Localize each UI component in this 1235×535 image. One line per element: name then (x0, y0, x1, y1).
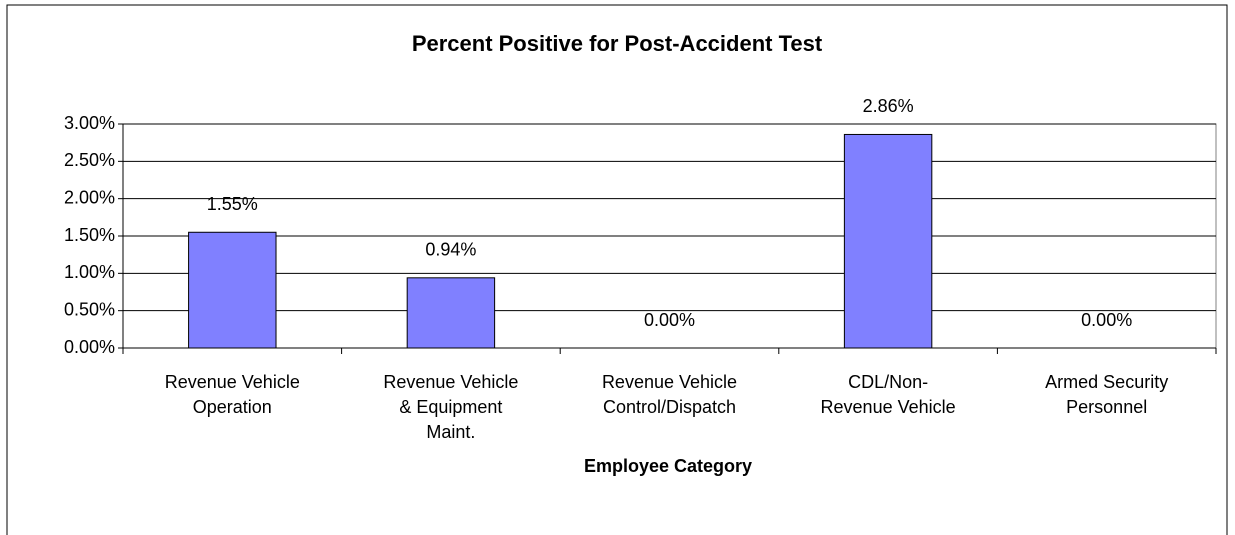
data-label: 1.55% (207, 194, 258, 214)
y-tick-label: 2.50% (64, 150, 115, 170)
y-tick-label: 1.50% (64, 225, 115, 245)
chart-border (6, 4, 1228, 535)
bar (843, 133, 933, 349)
y-tick-label: 2.00% (64, 187, 115, 207)
data-label: 0.00% (644, 310, 695, 330)
bar (188, 231, 277, 349)
x-tick-label: CDL/Non-Revenue Vehicle (820, 372, 956, 417)
data-label: 0.94% (425, 240, 476, 260)
bar (406, 277, 496, 349)
y-tick-label: 0.00% (64, 337, 115, 357)
y-tick-label: 1.00% (64, 262, 115, 282)
data-label: 2.86% (863, 96, 914, 116)
data-label: 0.00% (1081, 310, 1132, 330)
x-axis-title: Employee Category (584, 456, 752, 476)
y-tick-label: 0.50% (64, 299, 115, 319)
x-tick-label: Revenue Vehicle Control/Dispatch (601, 372, 738, 417)
chart-title: Percent Positive for Post-Accident Test (412, 31, 823, 56)
x-tick-label: Revenue Vehicle & Equipment Maint. (383, 372, 519, 442)
y-tick-label: 3.00% (64, 113, 115, 133)
x-tick-label: Revenue Vehicle Operation (164, 372, 300, 417)
x-tick-label: Armed Security Personnel (1045, 372, 1169, 417)
